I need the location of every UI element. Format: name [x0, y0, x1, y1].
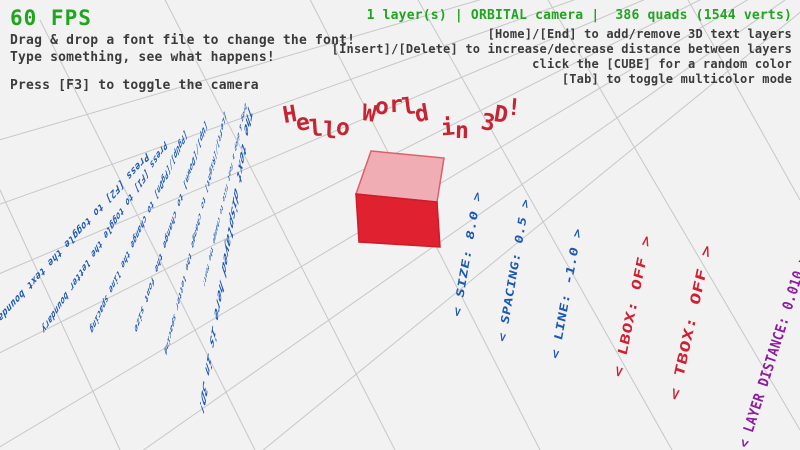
- param-label-layer-distance: < LAYER DISTANCE: 0.010 >: [736, 253, 800, 450]
- param-label-tbox: < TBOX: OFF >: [667, 242, 716, 403]
- param-label-lbox: < LBOX: OFF >: [611, 233, 655, 380]
- floating-title-char: d: [412, 99, 431, 128]
- param-label-line: < LINE: -1.0 >: [549, 226, 586, 361]
- floating-title-char: !: [506, 94, 523, 122]
- param-label-spacing: < SPACING: 0.5 >: [496, 197, 533, 344]
- floating-title-char: o: [334, 114, 352, 142]
- floating-title-char: i: [440, 114, 457, 142]
- floating-title-char: n: [454, 117, 469, 145]
- floating-title-char: o: [374, 93, 391, 121]
- param-label-size: < SIZE: 8.0 >: [451, 189, 485, 319]
- floating-title-char: l: [308, 115, 325, 143]
- red-cube[interactable]: [354, 150, 445, 248]
- ground-help-text: Press [F2] to toggle the text boundary: [0, 149, 151, 335]
- cube-front-face[interactable]: [355, 193, 441, 248]
